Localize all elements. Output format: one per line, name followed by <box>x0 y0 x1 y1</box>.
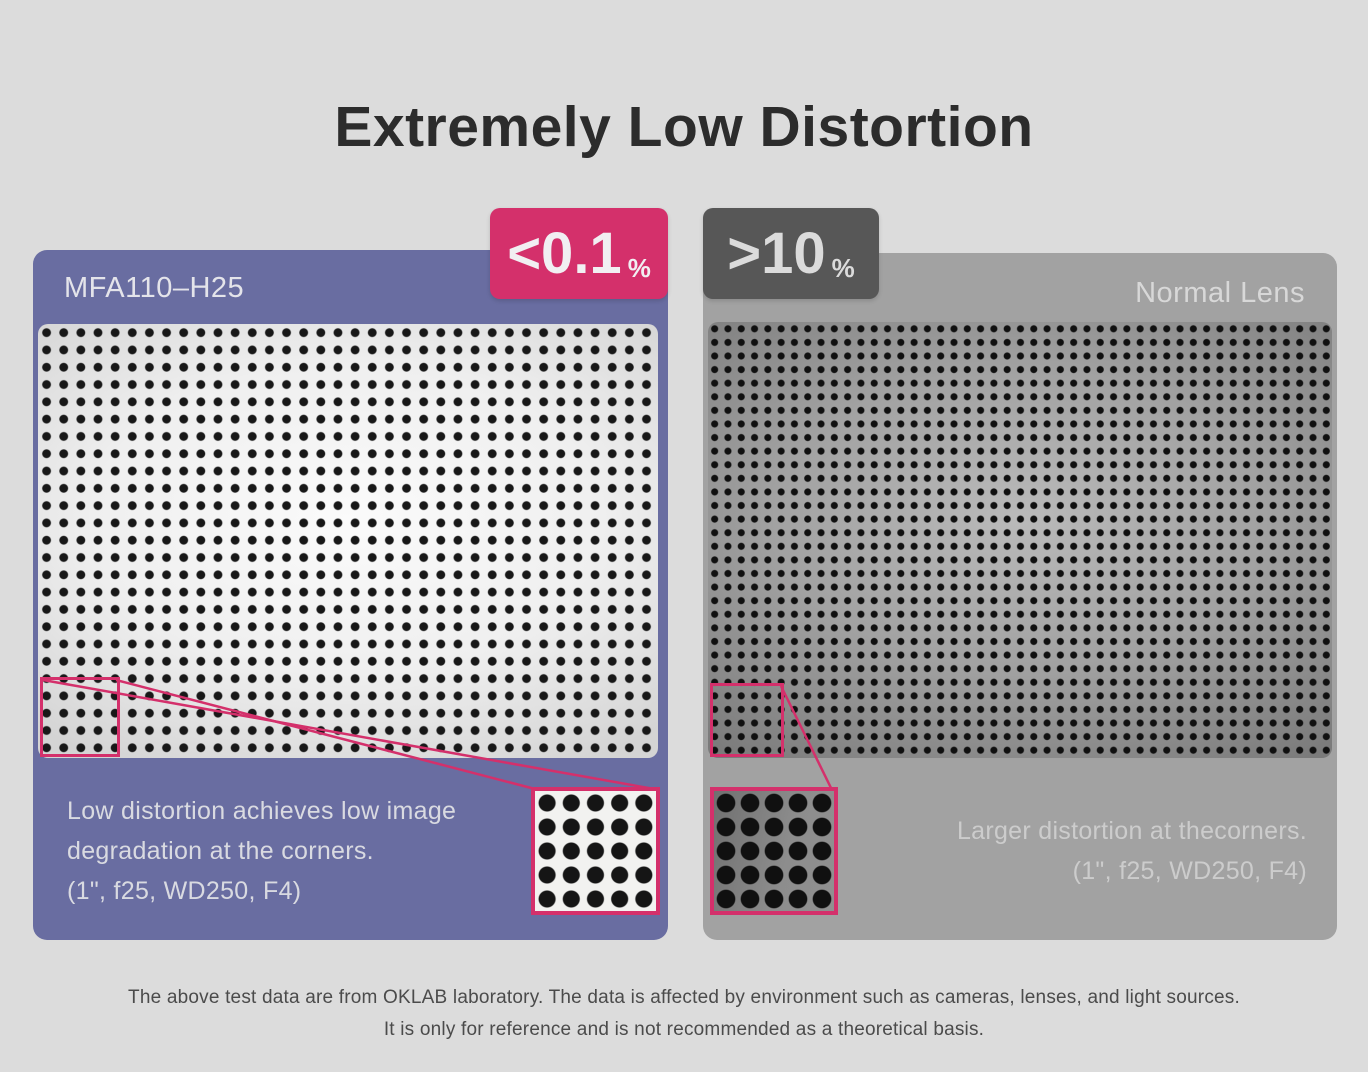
caption-line: (1", f25, WD250, F4) <box>67 877 302 905</box>
high-distortion-caption: Larger distortion at thecorners. (1", f2… <box>957 811 1307 891</box>
corner-zoom-inset <box>710 787 838 915</box>
low-distortion-caption: Low distortion achieves low image degrad… <box>67 791 456 911</box>
caption-line: (1", f25, WD250, F4) <box>1072 857 1307 885</box>
lens-model-label: MFA110–H25 <box>64 272 245 304</box>
badge-value: <0.1 <box>507 220 622 286</box>
high-distortion-badge: >10 % <box>703 208 879 299</box>
caption-line: degradation at the corners. <box>67 837 374 865</box>
lens-type-label: Normal Lens <box>1135 277 1305 309</box>
dot-grid-high-distortion <box>708 322 1332 758</box>
low-distortion-badge: <0.1 % <box>490 208 668 299</box>
corner-highlight-box <box>710 683 784 757</box>
badge-value: >10 <box>727 220 826 286</box>
footer-disclaimer: The above test data are from OKLAB labor… <box>0 982 1368 1046</box>
caption-line: Low distortion achieves low image <box>67 797 457 825</box>
page-title: Extremely Low Distortion <box>334 95 1034 159</box>
corner-zoom-inset <box>531 787 660 915</box>
badge-unit: % <box>627 253 651 283</box>
panel-low-distortion: MFA110–H25 Low distortion achieves low i… <box>33 250 668 940</box>
footer-disclaimer-line2: It is only for reference and is not reco… <box>383 1019 985 1040</box>
corner-highlight-box <box>40 677 120 757</box>
caption-line: Larger distortion at thecorners. <box>956 817 1307 845</box>
footer-disclaimer-line1: The above test data are from OKLAB labor… <box>128 987 1240 1008</box>
badge-unit: % <box>831 253 855 283</box>
panel-high-distortion: Normal Lens Larger distortion at thecorn… <box>703 253 1337 940</box>
dot-grid-low-distortion <box>38 324 658 758</box>
